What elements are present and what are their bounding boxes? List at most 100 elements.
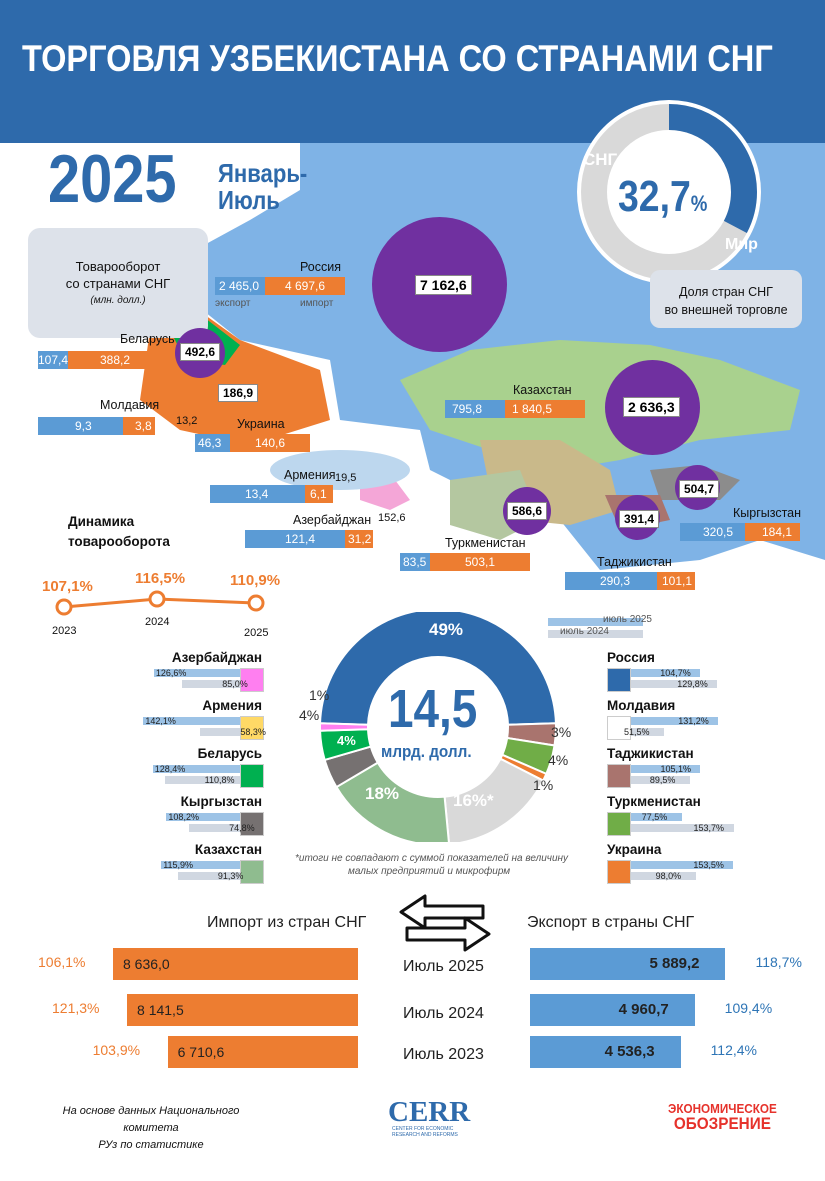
donut-slice-azerbaijan [319,722,370,732]
azerbaijan-name: Азербайджан [293,513,372,527]
donut-label-other: 16%* [453,791,494,810]
share-caption-2: во внешней торговле [664,303,788,317]
growth-bar-2025 [629,669,701,677]
donut-label-kyrgyzstan: 4% [337,733,356,748]
growth-country-name: Таджикистан [607,746,694,761]
period-label: Январь- Июль [218,160,307,214]
exchange-arrows-icon [399,894,491,952]
tajikistan-import: 101,1 [662,574,693,588]
import-growth: 103,9% [92,1042,141,1058]
growth-value-2025: 153,5% [693,860,724,870]
export-growth: 109,4% [724,1000,773,1016]
growth-value-2024: 91,3% [217,871,244,881]
donut-label-turkmenistan: 4% [548,752,569,768]
legend-2024-swatch [548,630,643,638]
growth-color-swatch [240,764,264,788]
import-bar [167,1036,358,1068]
russia-name: Россия [300,260,341,274]
armenia-import-bar [305,485,333,503]
growth-color-swatch [240,716,264,740]
dynamics-value-2025: 110,9% [230,572,281,589]
growth-bar-2024 [182,680,240,688]
growth-country-name: Кыргызстан [180,794,262,809]
belarus-import: 388,2 [100,353,131,367]
period-2025: Июль 2025 [403,958,484,975]
azerbaijan-import: 31,2 [348,532,372,546]
growth-value-2025: 104,7% [660,668,691,678]
growth-bar-2025 [153,669,240,677]
growth-color-swatch [607,668,631,692]
dynamics-point-2024 [148,590,166,608]
year-label: 2025 [48,141,177,217]
armenia-total: 19,5 [335,472,357,484]
russia-import-bar [265,277,345,295]
kyrgyzstan-total: 504,7 [679,480,720,498]
growth-country-name: Армения [202,698,262,713]
tajikistan-export: 290,3 [600,574,631,588]
info-box [28,228,208,338]
export-title: Экспорт в страны СНГ [527,914,695,931]
share-world-label: Мир [725,236,758,253]
share-caption: Доля стран СНГ во внешней торговле [650,283,802,319]
growth-bar-2024 [629,728,665,736]
ukraine-export: 46,3 [198,436,222,450]
growth-value-2025: 128,4% [154,764,186,774]
source-line-2: РУз по статистике [98,1139,204,1151]
share-caption-1: Доля стран СНГ [679,285,773,299]
share-pct-sign: % [690,191,708,216]
dynamics-year-2025: 2025 [244,627,269,639]
growth-bar-2025 [629,861,734,869]
donut-center-unit: млрд. долл. [381,742,472,761]
share-caption-box [650,270,802,328]
turkmenistan-total: 586,6 [507,502,548,520]
dynamics-year-2023: 2023 [52,625,77,637]
belarus-import-bar [68,351,163,369]
growth-bar-2024 [164,776,240,784]
growth-value-2025: 131,2% [678,716,709,726]
growth-bar-2025 [152,765,240,773]
growth-country-name: Украина [607,842,662,857]
growth-bar-2024 [629,872,696,880]
share-cis-arc [581,104,757,280]
growth-value-2024: 74,8% [229,823,255,833]
donut-label-azerbaijan: 1% [309,687,330,703]
period-2024: Июль 2024 [403,1005,484,1022]
share-cis-label: СНГ [583,150,618,169]
dynamics-point-2025 [247,594,265,612]
growth-bar-2025 [629,765,701,773]
armenia-export-bar [210,485,305,503]
growth-bar-2025 [629,813,682,821]
azerbaijan-import-bar [345,530,373,548]
ukraine-export-bar [195,434,230,452]
ukraine-import: 140,6 [255,436,286,450]
moldova-export: 9,3 [75,419,92,433]
donut-label-kazakhstan: 18% [365,784,400,803]
import-bar [113,948,358,980]
russia-import-label: импорт [300,298,334,309]
legend-2025: июль 2025 [603,614,652,625]
donut-footnote-1: *итоги не совпадают с суммой показателей… [295,853,569,864]
export-bar [530,994,695,1026]
donut-slice-other [443,757,545,842]
export-value: 4 536,3 [604,1043,655,1060]
ukraine-import-bar [230,434,310,452]
growth-bar-2024 [177,872,240,880]
armenia-import: 6,1 [310,487,327,501]
donut-footnote-2: малых предприятий и микрофирм [348,866,511,877]
growth-bar-2024 [629,776,690,784]
info-box-text: Товарооборот со странами СНГ (млн. долл.… [28,258,208,309]
growth-bar-2025 [629,717,719,725]
growth-value-2024: 129,8% [677,679,708,689]
source-note: На основе данных Национального комитета … [36,1103,266,1154]
kyrgyzstan-name: Кыргызстан [733,506,802,520]
azerbaijan-export-bar [245,530,345,548]
belarus-total: 492,6 [180,343,221,361]
russia-import: 4 697,6 [285,279,326,293]
kazakhstan-total: 2 636,3 [623,397,680,417]
growth-color-swatch [607,860,631,884]
export-growth: 118,7% [755,954,802,970]
belarus-name: Беларусь [120,332,175,346]
moldova-total: 13,2 [176,415,198,427]
donut-label-belarus: 4% [299,707,320,723]
moldova-import-bar [123,417,155,435]
